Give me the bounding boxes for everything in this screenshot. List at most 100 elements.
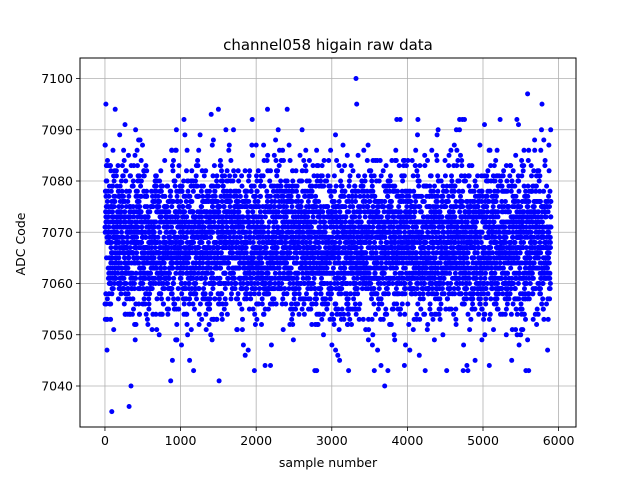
data-point [339,183,345,189]
data-point [332,240,338,245]
data-point [174,322,180,327]
data-point [369,342,375,348]
data-point [193,291,199,297]
data-point [219,199,225,204]
data-point [231,270,236,276]
data-point [180,270,185,276]
data-point [112,193,118,199]
data-point [425,322,431,327]
data-point [354,286,360,292]
data-point [254,178,260,184]
data-point [371,286,377,292]
data-point [120,173,126,179]
data-point [236,188,242,194]
data-point [294,275,300,281]
data-point [306,209,312,215]
data-point [408,209,413,215]
data-point [390,281,396,286]
data-point [282,286,288,292]
data-point [419,193,425,199]
data-point [348,291,354,297]
data-point [210,286,216,292]
data-point [462,173,468,179]
data-point [218,250,224,256]
data-point [313,204,319,210]
data-point [273,234,279,240]
data-point [250,219,256,225]
data-point [201,183,206,189]
data-point [197,301,203,307]
data-point [139,224,145,230]
data-point [153,219,159,225]
data-point [435,270,441,276]
data-point [199,240,205,245]
data-point [113,168,119,174]
data-point [348,163,354,169]
data-point [320,209,326,215]
data-point [125,291,131,297]
data-point [173,147,179,153]
data-point [464,296,470,302]
data-point [414,255,420,261]
data-point [363,260,369,266]
data-point [249,117,255,122]
data-point [427,183,433,189]
data-point [447,286,453,292]
data-point [220,301,225,307]
data-point [402,286,408,292]
data-point [309,188,315,194]
data-point [317,311,323,317]
data-point [299,127,305,133]
data-point [134,147,140,153]
data-point [164,204,170,210]
data-point [421,199,427,204]
data-point [467,209,473,215]
data-point [236,199,241,204]
data-point [259,260,265,266]
data-point [106,193,112,199]
data-point [236,178,242,184]
data-point [127,214,133,220]
data-point [375,347,381,353]
data-point [406,322,412,327]
data-point [378,173,384,179]
data-point [121,193,126,199]
data-point [399,270,405,276]
data-point [219,168,224,174]
data-point [342,188,348,194]
data-point [437,260,443,266]
data-point [164,214,170,220]
data-point [236,265,242,271]
data-point [331,255,337,261]
data-point [415,132,420,138]
data-point [398,306,403,312]
data-point [284,260,290,266]
data-point [175,214,180,220]
data-point [207,296,213,302]
data-point [223,234,229,240]
data-point [336,245,342,251]
data-point [465,311,471,317]
data-point [151,255,157,261]
data-point [256,301,262,307]
data-point [235,291,241,297]
data-point [161,286,167,292]
data-point [458,193,463,199]
data-point [368,168,374,174]
data-point [165,224,171,230]
data-point [231,209,237,215]
data-point [456,188,462,194]
data-point [403,342,408,348]
data-point [288,270,294,276]
data-point [303,168,309,174]
data-point [419,229,425,235]
data-point [369,183,375,189]
data-point [186,255,192,261]
data-point [265,229,271,235]
data-point [361,147,367,153]
data-point [259,270,265,276]
data-point [322,229,328,235]
data-point [335,229,341,235]
data-point [196,286,202,292]
